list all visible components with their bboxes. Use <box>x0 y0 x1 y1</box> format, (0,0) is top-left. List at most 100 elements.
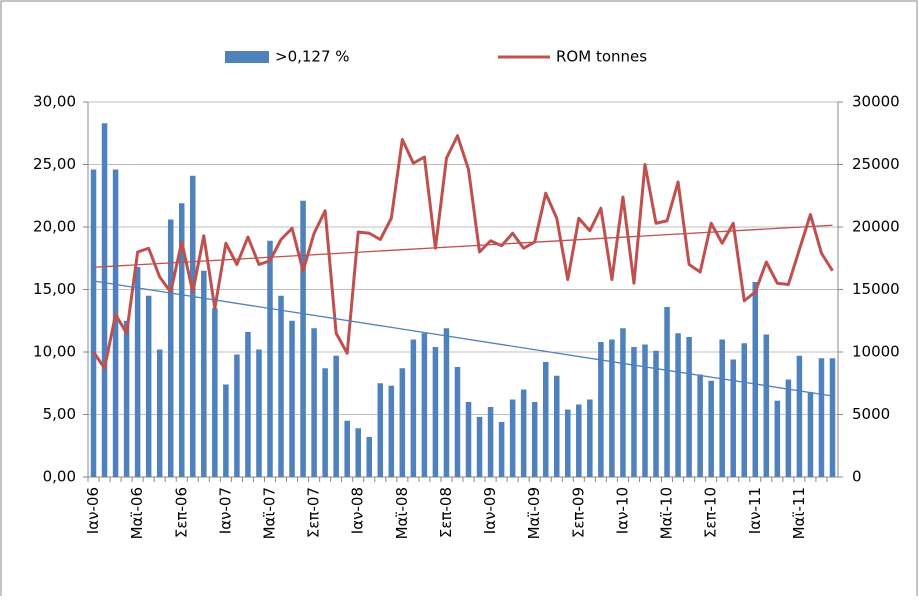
bar <box>752 282 759 477</box>
x-tick-label: Ιαν-07 <box>216 487 234 534</box>
bar <box>421 333 428 477</box>
bar <box>653 350 659 477</box>
bar <box>300 200 306 477</box>
bar <box>322 368 328 477</box>
bar <box>388 385 395 477</box>
bar <box>807 392 814 477</box>
bar <box>256 349 262 477</box>
y2-tick-label: 0 <box>852 468 862 486</box>
x-tick-label: Ιαν-11 <box>746 487 764 534</box>
bar <box>112 169 119 477</box>
bar <box>410 339 417 477</box>
bar <box>796 355 803 477</box>
bar <box>730 359 736 477</box>
x-tick-label: Μαϊ-10 <box>658 487 676 539</box>
bar <box>267 240 273 477</box>
x-tick-label: Μαϊ-11 <box>790 487 808 539</box>
y-tick-label: 10,00 <box>33 343 76 361</box>
x-tick-label: Μαϊ-08 <box>393 487 411 539</box>
bar <box>565 409 571 477</box>
bar <box>167 219 174 477</box>
bar <box>212 308 218 477</box>
x-tick-label: Σεπ-07 <box>305 487 323 538</box>
x-tick-label: Ιαν-06 <box>84 487 102 534</box>
bar <box>101 123 108 477</box>
bar <box>454 367 461 477</box>
bar <box>609 339 615 477</box>
x-tick-label: Μαϊ-09 <box>525 487 543 539</box>
bar <box>377 383 384 477</box>
y-tick-label: 5,00 <box>43 405 76 423</box>
x-tick-label: Ιαν-10 <box>613 487 631 534</box>
bar <box>223 384 229 477</box>
bar <box>487 407 494 477</box>
bar <box>741 343 748 477</box>
bar <box>675 333 681 477</box>
bar <box>245 332 251 477</box>
bar <box>542 362 549 477</box>
trend-line <box>93 224 833 268</box>
x-tick-label: Ιαν-09 <box>481 487 499 534</box>
x-tick-label: Σεπ-09 <box>569 487 587 538</box>
bar <box>145 295 152 477</box>
x-tick-label: Σεπ-08 <box>437 487 455 538</box>
y-tick-label: 20,00 <box>33 218 76 236</box>
bar <box>311 328 317 477</box>
x-tick-label: Σεπ-06 <box>172 487 190 538</box>
y-tick-label: 15,00 <box>33 280 76 298</box>
bar <box>443 328 450 477</box>
y2-tick-label: 10000 <box>852 343 900 361</box>
bar <box>234 354 240 477</box>
legend-label: >0,127 % <box>275 48 350 66</box>
bar <box>134 267 141 477</box>
bar <box>289 320 295 477</box>
bar <box>719 339 725 477</box>
bar <box>829 358 836 477</box>
bar <box>156 349 163 477</box>
bar <box>598 342 604 477</box>
y2-tick-label: 15000 <box>852 280 900 298</box>
legend-swatch <box>225 51 269 63</box>
x-tick-label: Σεπ-10 <box>702 487 720 538</box>
bar <box>399 368 406 477</box>
bar <box>465 402 472 477</box>
bar <box>190 175 196 477</box>
bar <box>686 337 692 477</box>
bar <box>576 404 582 477</box>
y2-tick-label: 20000 <box>852 218 900 236</box>
bar <box>509 399 516 477</box>
bar <box>664 307 670 477</box>
bar <box>201 270 207 477</box>
bar <box>587 399 593 477</box>
bar <box>631 347 637 477</box>
bar <box>432 347 439 477</box>
bar <box>178 203 185 477</box>
bar <box>620 328 626 477</box>
bar <box>785 379 792 477</box>
bar <box>708 380 714 477</box>
x-tick-label: Ιαν-08 <box>349 487 367 534</box>
bar <box>553 375 560 477</box>
bar <box>278 295 284 477</box>
y2-tick-label: 25000 <box>852 155 900 173</box>
bar <box>366 437 373 477</box>
legend-label: ROM tonnes <box>556 48 647 66</box>
bar <box>520 389 527 477</box>
trend-line <box>93 280 833 397</box>
bar <box>642 344 648 477</box>
y2-tick-label: 30000 <box>852 93 900 111</box>
bar <box>531 402 538 477</box>
x-tick-label: Μαϊ-06 <box>128 487 146 539</box>
bar <box>697 374 703 477</box>
bar <box>333 355 339 477</box>
bar <box>498 422 505 477</box>
y-tick-label: 30,00 <box>33 93 76 111</box>
x-tick-label: Μαϊ-07 <box>260 487 278 539</box>
y-tick-label: 25,00 <box>33 155 76 173</box>
bar <box>123 320 130 477</box>
bar <box>763 334 770 477</box>
y-tick-label: 0,00 <box>43 468 76 486</box>
bar <box>355 428 361 477</box>
